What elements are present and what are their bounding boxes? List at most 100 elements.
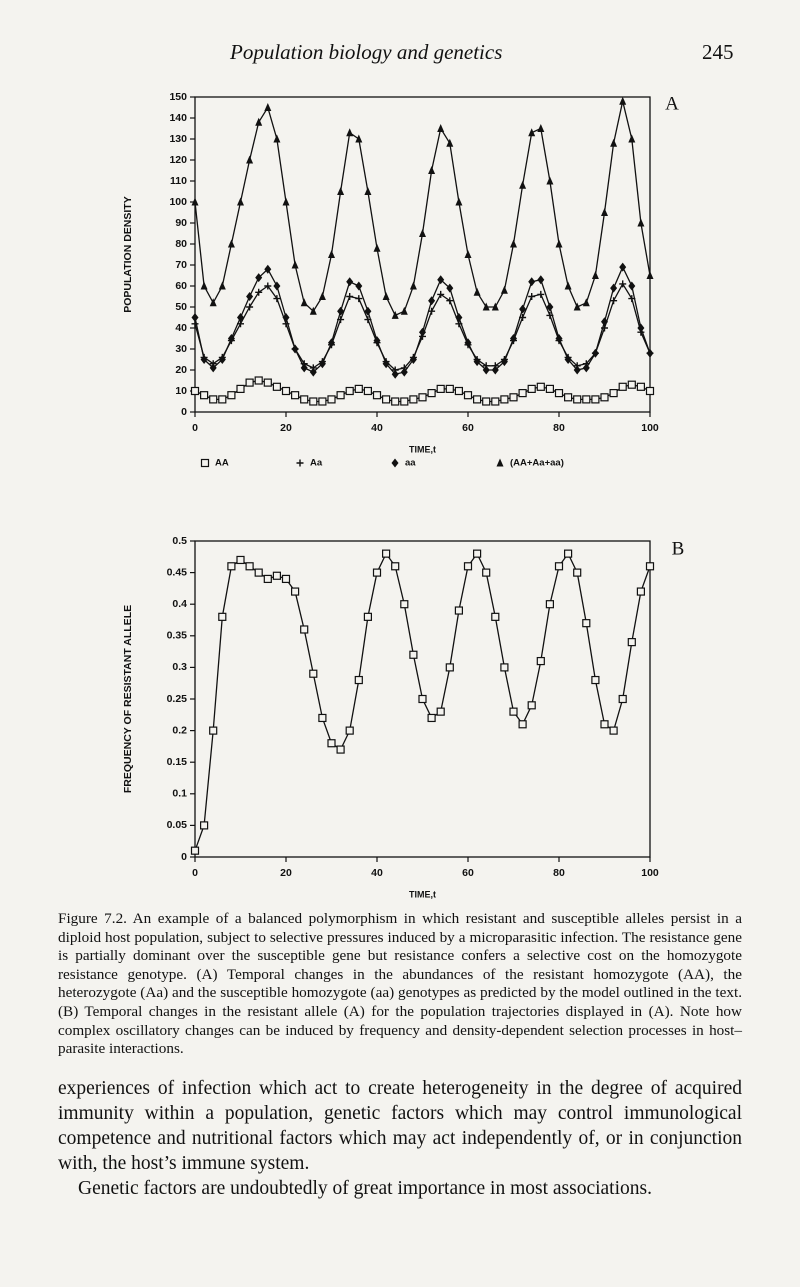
data-point	[437, 290, 445, 298]
x-tick-label: 0	[192, 422, 198, 434]
y-tick-label: 0.35	[167, 630, 188, 642]
data-point	[545, 384, 555, 393]
data-point	[209, 726, 218, 735]
data-point	[336, 391, 345, 400]
data-point	[610, 297, 618, 305]
data-point	[191, 313, 199, 322]
data-point	[309, 306, 317, 315]
data-point	[601, 208, 608, 216]
y-tick-label: 30	[175, 343, 187, 355]
data-point	[482, 568, 491, 577]
data-point	[309, 367, 317, 377]
data-point	[528, 293, 536, 300]
data-point	[264, 282, 272, 290]
data-point	[591, 271, 599, 279]
data-point	[236, 384, 245, 393]
data-point	[564, 281, 572, 290]
figure-caption: Figure 7.2. An example of a balanced pol…	[58, 910, 742, 1058]
data-point	[491, 302, 499, 311]
data-point	[628, 134, 636, 143]
data-point	[291, 260, 299, 269]
data-point	[263, 574, 272, 584]
data-point	[591, 675, 600, 685]
y-tick-label: 60	[175, 280, 187, 292]
data-point	[273, 134, 281, 143]
body-paragraph: experiences of infection which act to cr…	[58, 1078, 742, 1174]
data-point	[454, 386, 463, 396]
data-point	[281, 574, 291, 584]
data-point	[318, 713, 327, 723]
data-point	[300, 363, 308, 373]
data-point	[227, 391, 236, 400]
legend-marker	[200, 458, 210, 468]
data-point	[318, 397, 327, 406]
data-point	[391, 397, 400, 406]
data-point	[528, 128, 536, 137]
data-point	[446, 283, 454, 293]
data-point	[327, 739, 336, 748]
x-tick-label: 80	[553, 422, 565, 434]
data-point	[300, 625, 309, 634]
data-point	[363, 612, 372, 621]
data-point	[309, 397, 318, 406]
data-point	[336, 745, 345, 754]
data-point	[237, 313, 244, 322]
data-point	[191, 197, 199, 206]
series-line	[194, 265, 651, 375]
data-point	[337, 306, 345, 316]
data-point	[354, 675, 363, 685]
data-point	[419, 327, 426, 337]
data-point	[346, 293, 354, 300]
y-tick-label: 70	[175, 259, 187, 271]
data-point	[273, 295, 281, 303]
data-point	[537, 275, 545, 285]
data-point	[646, 348, 654, 358]
data-point	[391, 369, 399, 379]
data-point	[482, 397, 491, 406]
data-point	[309, 669, 318, 678]
data-point	[318, 292, 326, 300]
data-point	[528, 277, 536, 287]
data-point	[610, 283, 618, 293]
data-point	[536, 656, 545, 666]
data-point	[563, 393, 573, 402]
data-point	[263, 378, 272, 387]
data-point	[536, 382, 545, 391]
data-point	[281, 386, 291, 396]
y-tick-label: 0.5	[172, 535, 187, 547]
data-point	[446, 138, 454, 147]
data-point	[391, 562, 400, 571]
data-point	[428, 307, 436, 315]
data-point	[436, 384, 445, 393]
data-point	[327, 395, 336, 404]
data-point	[227, 239, 235, 248]
y-tick-label: 0	[181, 406, 187, 418]
data-point	[227, 334, 235, 343]
data-point	[519, 180, 527, 189]
data-point	[509, 393, 518, 402]
panel-label: B	[672, 538, 685, 559]
data-point	[527, 384, 536, 393]
data-point	[373, 336, 381, 346]
data-point	[473, 287, 481, 296]
data-point	[364, 187, 372, 195]
data-point	[609, 726, 618, 735]
data-point	[346, 277, 354, 287]
data-point	[500, 285, 508, 294]
x-tick-label: 100	[641, 867, 659, 879]
data-point	[272, 571, 281, 580]
data-point	[573, 365, 581, 375]
data-point	[245, 378, 254, 387]
data-point	[418, 694, 427, 704]
data-point	[473, 395, 482, 404]
data-point	[254, 376, 263, 385]
data-point	[555, 334, 563, 343]
data-point	[537, 124, 545, 132]
data-point	[254, 568, 263, 577]
data-point	[573, 395, 582, 404]
data-point	[237, 197, 244, 206]
series-line	[194, 282, 651, 371]
data-point	[291, 391, 300, 400]
legend-label: (AA+Aa+aa)	[510, 458, 564, 469]
data-point	[563, 549, 573, 558]
